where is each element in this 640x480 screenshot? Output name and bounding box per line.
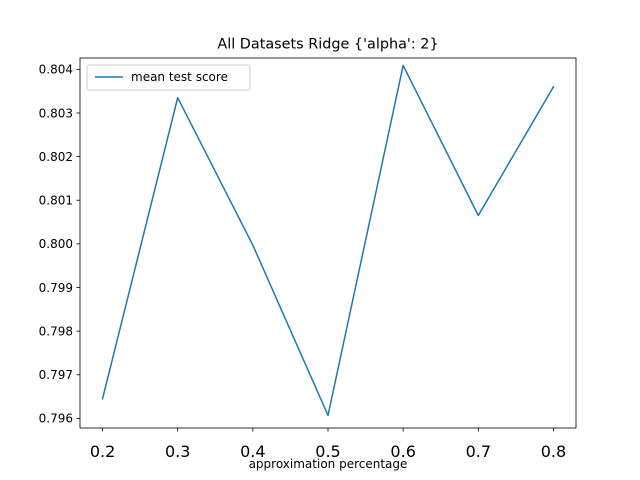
y-tick-label: 0.796 [39,412,73,426]
plot-area [80,58,576,428]
x-axis-label: approximation percentage [249,457,408,471]
y-tick-label: 0.804 [39,63,73,77]
legend-box [86,64,251,91]
series-line-mean-test-score [101,64,555,417]
y-axis: 0.796 0.797 0.798 0.799 0.800 0.801 0.802 0.803… [39,63,80,426]
x-tick-label: 0.6 [390,442,415,461]
y-tick-label: 0.800 [39,237,73,251]
x-tick-label: 0.8 [541,442,566,461]
y-tick-label: 0.799 [39,281,73,295]
x-tick-label: 0.2 [90,442,115,461]
x-tick-label: 0.7 [466,442,491,461]
x-tick-label: 0.5 [315,442,340,461]
legend: mean test score [86,64,251,91]
plot-frame [79,57,577,429]
y-tick-label: 0.802 [39,150,73,164]
legend-label-mean-test-score: mean test score [131,70,228,84]
x-tick-label: 0.3 [165,442,190,461]
y-tick-label: 0.797 [39,368,73,382]
series-layer [101,64,555,417]
y-tick-label: 0.801 [39,194,73,208]
y-tick-label: 0.803 [39,106,73,120]
x-tick-label: 0.4 [240,442,265,461]
x-axis: 0.2 0.3 0.4 0.5 0.6 0.7 0.8 [90,428,566,461]
y-tick-label: 0.798 [39,324,73,338]
plot-background [80,58,576,428]
chart-title: All Datasets Ridge {'alpha': 2} [217,37,438,53]
